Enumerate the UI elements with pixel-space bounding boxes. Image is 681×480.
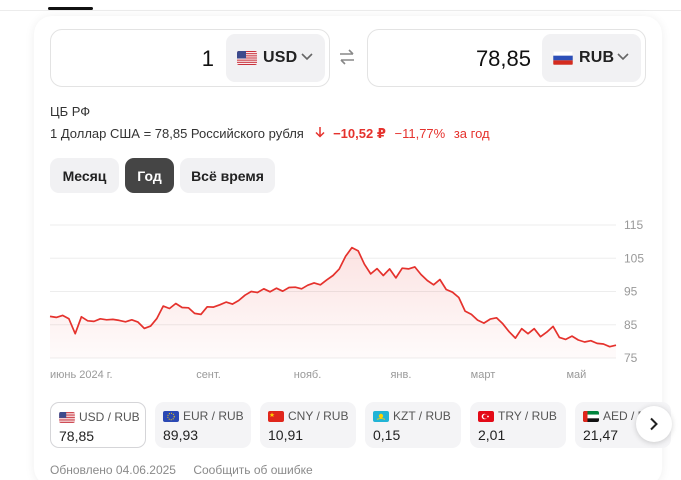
from-currency-code: USD xyxy=(263,49,297,67)
rate-change-period: за год xyxy=(454,126,490,141)
period-all-time-button[interactable]: Всё время xyxy=(180,158,275,193)
tile-usd-rub[interactable]: USD / RUB 78,85 xyxy=(50,402,146,448)
y-tick-label: 105 xyxy=(624,251,644,265)
tile-pair-label: CNY / RUB xyxy=(288,409,348,423)
cn-flag-icon xyxy=(268,411,284,422)
chevron-down-icon xyxy=(301,53,313,61)
from-currency-select[interactable]: USD xyxy=(226,34,325,82)
rate-chart[interactable]: 115 105 95 85 75 июнь 2024 г. сент. нояб. янв. м… xyxy=(0,210,681,385)
to-amount-value[interactable]: 78,85 xyxy=(476,46,531,72)
report-error-link[interactable]: Сообщить об ошибке xyxy=(193,463,312,477)
tile-pair-label: KZT / RUB xyxy=(393,409,451,423)
tile-cny-rub[interactable]: CNY / RUB 10,91 xyxy=(260,402,356,448)
to-amount-field[interactable]: 78,85 RUB xyxy=(367,29,646,87)
us-flag-icon xyxy=(59,412,75,423)
period-month-button[interactable]: Месяц xyxy=(50,158,119,193)
chevron-down-icon xyxy=(617,53,629,61)
tile-rate-value: 0,15 xyxy=(373,427,400,443)
tile-rate-value: 78,85 xyxy=(59,428,94,444)
x-tick-label: нояб. xyxy=(294,369,322,381)
active-tab-indicator xyxy=(48,7,93,10)
y-tick-label: 85 xyxy=(624,318,638,332)
us-flag-icon xyxy=(237,51,257,65)
tile-rate-value: 89,93 xyxy=(163,427,198,443)
from-amount-value[interactable]: 1 xyxy=(202,46,214,72)
tile-eur-rub[interactable]: EUR / RUB 89,93 xyxy=(155,402,251,448)
period-year-button[interactable]: Год xyxy=(125,158,174,193)
ru-flag-icon xyxy=(553,51,573,65)
rate-source: ЦБ РФ xyxy=(50,104,90,119)
swap-arrows-icon[interactable] xyxy=(337,47,357,67)
kz-flag-icon xyxy=(373,411,389,422)
from-amount-field[interactable]: 1 USD xyxy=(50,29,330,87)
y-tick-label: 95 xyxy=(624,285,638,299)
x-tick-label: июнь 2024 г. xyxy=(50,369,113,381)
rate-description: 1 Доллар США = 78,85 Российского рубля xyxy=(50,126,304,141)
tr-flag-icon xyxy=(478,411,494,422)
x-tick-label: март xyxy=(471,369,496,381)
tile-pair-label: USD / RUB xyxy=(79,410,140,424)
y-tick-label: 115 xyxy=(624,218,643,232)
arrow-down-icon xyxy=(315,126,325,138)
updated-date: Обновлено 04.06.2025 xyxy=(50,463,176,477)
tile-rate-value: 2,01 xyxy=(478,427,505,443)
rate-summary: 1 Доллар США = 78,85 Российского рубля −… xyxy=(50,126,490,142)
tile-kzt-rub[interactable]: KZT / RUB 0,15 xyxy=(365,402,461,448)
footer: Обновлено 04.06.2025 Сообщить об ошибке xyxy=(50,463,313,477)
rate-change-absolute: −10,52 ₽ xyxy=(333,126,386,141)
chart-area-fill xyxy=(50,248,616,358)
chevron-right-icon xyxy=(649,417,659,431)
tile-pair-label: TRY / RUB xyxy=(498,409,557,423)
x-tick-label: сент. xyxy=(196,369,221,381)
tile-rate-value: 21,47 xyxy=(583,427,618,443)
ae-flag-icon xyxy=(583,411,599,422)
tile-pair-label: EUR / RUB xyxy=(183,409,244,423)
top-navigation-bar xyxy=(0,0,681,11)
eu-flag-icon xyxy=(163,411,179,422)
to-currency-code: RUB xyxy=(579,49,614,67)
tile-try-rub[interactable]: TRY / RUB 2,01 xyxy=(470,402,566,448)
to-currency-select[interactable]: RUB xyxy=(542,34,641,82)
tiles-next-button[interactable] xyxy=(636,406,672,442)
x-tick-label: май xyxy=(566,369,586,381)
y-tick-label: 75 xyxy=(624,351,638,365)
tile-rate-value: 10,91 xyxy=(268,427,303,443)
rate-change-percent: −11,77% xyxy=(395,126,446,141)
x-tick-label: янв. xyxy=(390,369,411,381)
